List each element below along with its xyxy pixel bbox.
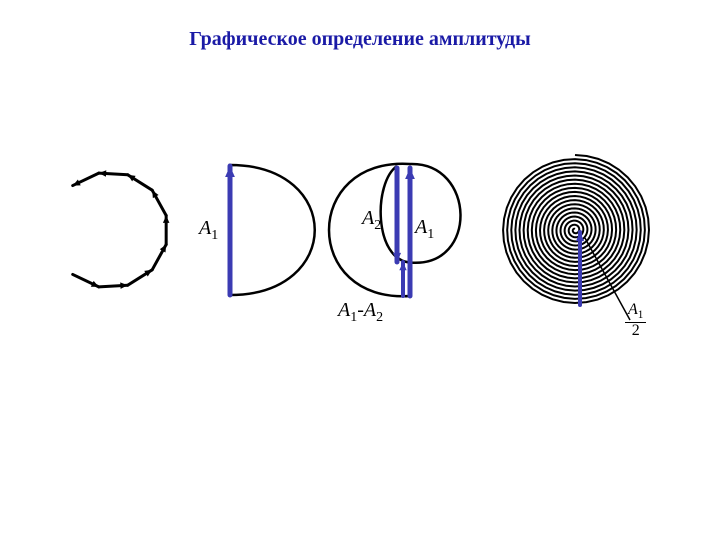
label-fig4-fraction: A1 2: [625, 301, 646, 340]
fig4-spiral: [503, 155, 649, 320]
label-fig3-diff: A1-A2: [338, 299, 383, 326]
fig3-two-zone: [329, 164, 460, 296]
fig2-half-zone: [225, 165, 315, 295]
label-fig3-A2: A2: [362, 207, 381, 234]
diagram-canvas: [0, 0, 720, 540]
label-fig2-A1: A1: [199, 217, 218, 244]
label-fig3-A1: A1: [415, 216, 434, 243]
fig1-phasor-chain: [73, 170, 170, 289]
